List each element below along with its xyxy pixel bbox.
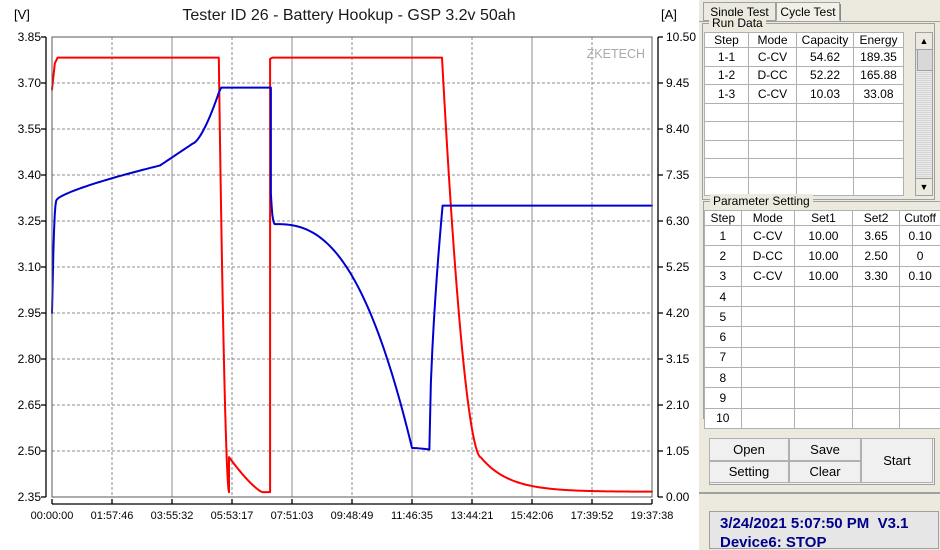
svg-text:1.05: 1.05 [666,444,690,458]
svg-text:05:53:17: 05:53:17 [211,510,254,522]
svg-text:3.15: 3.15 [666,352,690,366]
svg-text:2.80: 2.80 [18,352,42,366]
svg-text:2.50: 2.50 [18,444,42,458]
svg-text:0.00: 0.00 [666,490,690,504]
svg-text:00:00:00: 00:00:00 [31,510,74,522]
svg-text:03:55:32: 03:55:32 [151,510,194,522]
svg-text:19:37:38: 19:37:38 [631,510,674,522]
svg-text:3.85: 3.85 [18,30,42,44]
svg-text:3.40: 3.40 [18,168,42,182]
svg-text:2.65: 2.65 [18,398,42,412]
svg-text:13:44:21: 13:44:21 [451,510,494,522]
svg-text:4.20: 4.20 [666,306,690,320]
svg-text:8.40: 8.40 [666,122,690,136]
svg-text:9.45: 9.45 [666,76,690,90]
svg-text:2.95: 2.95 [18,306,42,320]
svg-text:Tester ID 26 - Battery Hookup: Tester ID 26 - Battery Hookup - GSP 3.2v… [182,7,515,24]
svg-text:07:51:03: 07:51:03 [271,510,314,522]
svg-text:[V]: [V] [14,7,30,22]
svg-text:ZKETECH: ZKETECH [587,47,645,61]
svg-text:09:48:49: 09:48:49 [331,510,374,522]
svg-text:15:42:06: 15:42:06 [511,510,554,522]
svg-text:3.70: 3.70 [18,76,42,90]
svg-text:2.10: 2.10 [666,398,690,412]
svg-text:3.25: 3.25 [18,214,42,228]
svg-text:2.35: 2.35 [18,490,42,504]
svg-text:6.30: 6.30 [666,214,690,228]
svg-text:7.35: 7.35 [666,168,690,182]
svg-text:3.10: 3.10 [18,260,42,274]
svg-text:01:57:46: 01:57:46 [91,510,134,522]
svg-text:10.50: 10.50 [666,30,696,44]
svg-text:[A]: [A] [661,7,677,22]
svg-text:17:39:52: 17:39:52 [571,510,614,522]
svg-text:5.25: 5.25 [666,260,690,274]
svg-text:11:46:35: 11:46:35 [391,510,433,522]
svg-text:3.55: 3.55 [18,122,42,136]
